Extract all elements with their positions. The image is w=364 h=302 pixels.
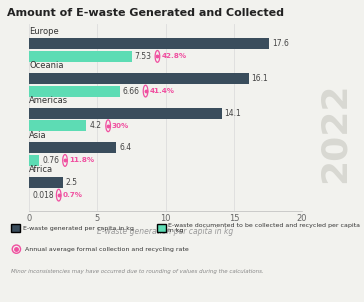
Text: 14.1: 14.1 xyxy=(224,109,241,118)
Bar xyxy=(29,38,269,50)
Bar xyxy=(29,73,249,84)
Circle shape xyxy=(106,120,111,132)
Text: Europe: Europe xyxy=(29,27,59,36)
Bar xyxy=(29,108,222,119)
Text: Annual average formal collection and recycling rate: Annual average formal collection and rec… xyxy=(25,247,189,252)
Circle shape xyxy=(56,189,61,201)
Circle shape xyxy=(63,155,67,166)
Bar xyxy=(29,85,120,97)
Text: 4.2: 4.2 xyxy=(89,121,101,130)
Text: 2.5: 2.5 xyxy=(66,178,78,187)
Circle shape xyxy=(143,85,148,97)
Text: 6.4: 6.4 xyxy=(119,143,131,153)
Text: 2022: 2022 xyxy=(317,83,351,183)
Text: E-waste generated per capita in kg: E-waste generated per capita in kg xyxy=(23,226,134,230)
Text: Minor inconsistencies may have occurred due to rounding of values during the cal: Minor inconsistencies may have occurred … xyxy=(11,269,264,274)
Circle shape xyxy=(155,50,160,62)
Text: 0.7%: 0.7% xyxy=(63,192,83,198)
Bar xyxy=(29,155,40,166)
Text: E-waste documented to be collected and recycled per capita in kg: E-waste documented to be collected and r… xyxy=(168,223,360,233)
Text: 6.66: 6.66 xyxy=(123,87,140,95)
Text: 17.6: 17.6 xyxy=(272,40,289,48)
Bar xyxy=(29,143,116,153)
Bar xyxy=(29,177,63,188)
Text: Africa: Africa xyxy=(29,165,53,174)
Text: 41.4%: 41.4% xyxy=(149,88,174,94)
Circle shape xyxy=(12,245,20,253)
X-axis label: E-waste generation per capita in kg: E-waste generation per capita in kg xyxy=(98,227,234,236)
Text: Oceania: Oceania xyxy=(29,61,64,70)
Text: 30%: 30% xyxy=(112,123,129,129)
Bar xyxy=(29,120,87,131)
Text: 0.018: 0.018 xyxy=(32,191,54,200)
Bar xyxy=(29,51,132,62)
Text: 0.76: 0.76 xyxy=(42,156,59,165)
Text: 16.1: 16.1 xyxy=(252,74,268,83)
Text: 7.53: 7.53 xyxy=(135,52,152,61)
Text: Asia: Asia xyxy=(29,131,47,140)
Text: Amount of E-waste Generated and Collected: Amount of E-waste Generated and Collecte… xyxy=(7,8,284,18)
Text: 42.8%: 42.8% xyxy=(161,53,186,59)
Text: 11.8%: 11.8% xyxy=(69,157,94,163)
Text: Americas: Americas xyxy=(29,96,68,105)
